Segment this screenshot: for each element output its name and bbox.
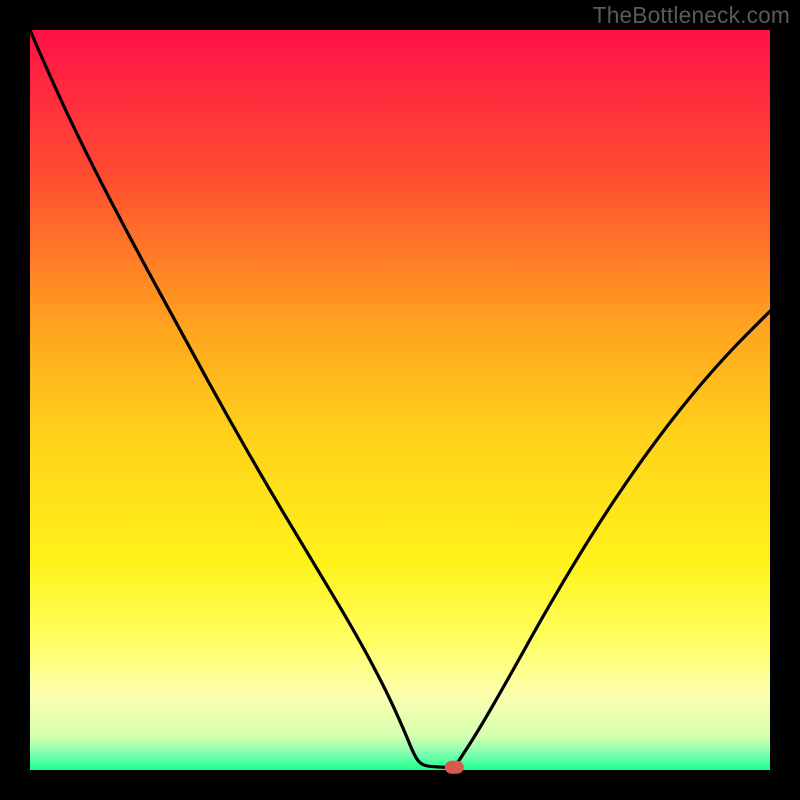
curve-layer — [30, 30, 770, 770]
bottleneck-curve — [30, 30, 770, 767]
stage: TheBottleneck.com — [0, 0, 800, 800]
watermark-label: TheBottleneck.com — [593, 2, 790, 29]
optimum-marker — [445, 761, 464, 774]
plot-area — [30, 30, 770, 770]
